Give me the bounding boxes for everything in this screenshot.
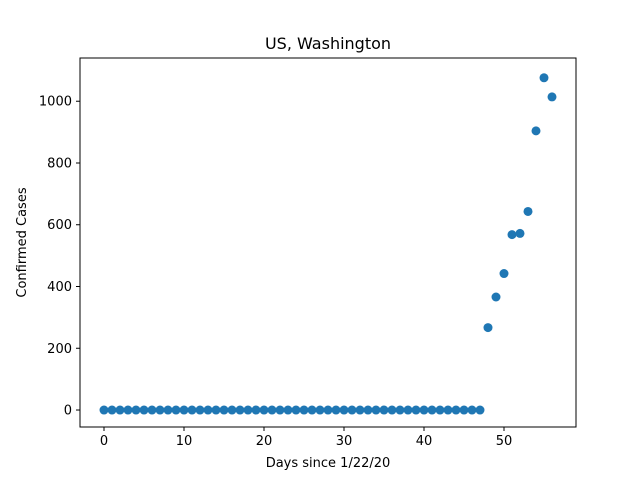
data-point <box>155 405 165 415</box>
x-tick-label: 50 <box>496 434 513 449</box>
data-point <box>315 405 325 415</box>
data-point <box>219 405 229 415</box>
data-point <box>523 206 533 216</box>
y-tick-label: 200 <box>47 342 72 357</box>
data-point <box>107 405 117 415</box>
data-point <box>179 405 189 415</box>
data-point <box>435 405 445 415</box>
data-point <box>491 292 501 302</box>
x-axis-ticks: 0 10 20 30 40 50 <box>100 427 512 449</box>
data-point <box>291 405 301 415</box>
data-point <box>371 405 381 415</box>
data-point <box>139 405 149 415</box>
data-point <box>195 405 205 415</box>
chart-title: US, Washington <box>265 34 391 53</box>
data-point <box>531 126 541 136</box>
data-point <box>515 228 525 238</box>
data-point <box>323 405 333 415</box>
x-tick-label: 10 <box>176 434 193 449</box>
data-point <box>403 405 413 415</box>
data-point <box>483 323 493 333</box>
data-point <box>451 405 461 415</box>
data-point <box>379 405 389 415</box>
data-points <box>99 73 557 415</box>
plot-area-frame <box>79 57 577 428</box>
data-point <box>339 405 349 415</box>
data-point <box>411 405 421 415</box>
data-point <box>331 405 341 415</box>
data-point <box>123 405 133 415</box>
data-point <box>547 92 557 102</box>
data-point <box>307 405 317 415</box>
data-point <box>211 405 221 415</box>
data-point <box>363 405 373 415</box>
data-point <box>259 405 269 415</box>
data-point <box>299 405 309 415</box>
data-point <box>507 230 517 240</box>
y-axis-ticks: 0 200 400 600 800 1000 <box>39 95 80 419</box>
y-tick-label: 1000 <box>39 95 72 110</box>
data-point <box>163 405 173 415</box>
x-tick-label: 40 <box>416 434 433 449</box>
data-point <box>467 405 477 415</box>
data-point <box>99 405 109 415</box>
data-point <box>427 405 437 415</box>
data-point <box>251 405 261 415</box>
data-point <box>267 405 277 415</box>
data-point <box>275 405 285 415</box>
y-tick-label: 400 <box>47 280 72 295</box>
data-point <box>203 405 213 415</box>
data-point <box>387 405 397 415</box>
x-tick-label: 20 <box>256 434 273 449</box>
y-axis-label: Confirmed Cases <box>15 187 30 297</box>
data-point <box>227 405 237 415</box>
data-point <box>347 405 357 415</box>
y-tick-label: 800 <box>47 156 72 171</box>
data-point <box>187 405 197 415</box>
data-point <box>395 405 405 415</box>
data-point <box>475 405 485 415</box>
data-point <box>499 269 509 279</box>
data-point <box>243 405 253 415</box>
data-point <box>443 405 453 415</box>
y-tick-label: 0 <box>64 404 72 419</box>
x-axis-label: Days since 1/22/20 <box>266 456 391 471</box>
x-tick-label: 30 <box>336 434 353 449</box>
data-point <box>355 405 365 415</box>
data-point <box>283 405 293 415</box>
data-point <box>115 405 125 415</box>
data-point <box>419 405 429 415</box>
x-tick-label: 0 <box>100 434 108 449</box>
data-point <box>131 405 141 415</box>
data-point <box>539 73 549 83</box>
data-point <box>459 405 469 415</box>
data-point <box>147 405 157 415</box>
y-tick-label: 600 <box>47 218 72 233</box>
data-point <box>171 405 181 415</box>
data-point <box>235 405 245 415</box>
